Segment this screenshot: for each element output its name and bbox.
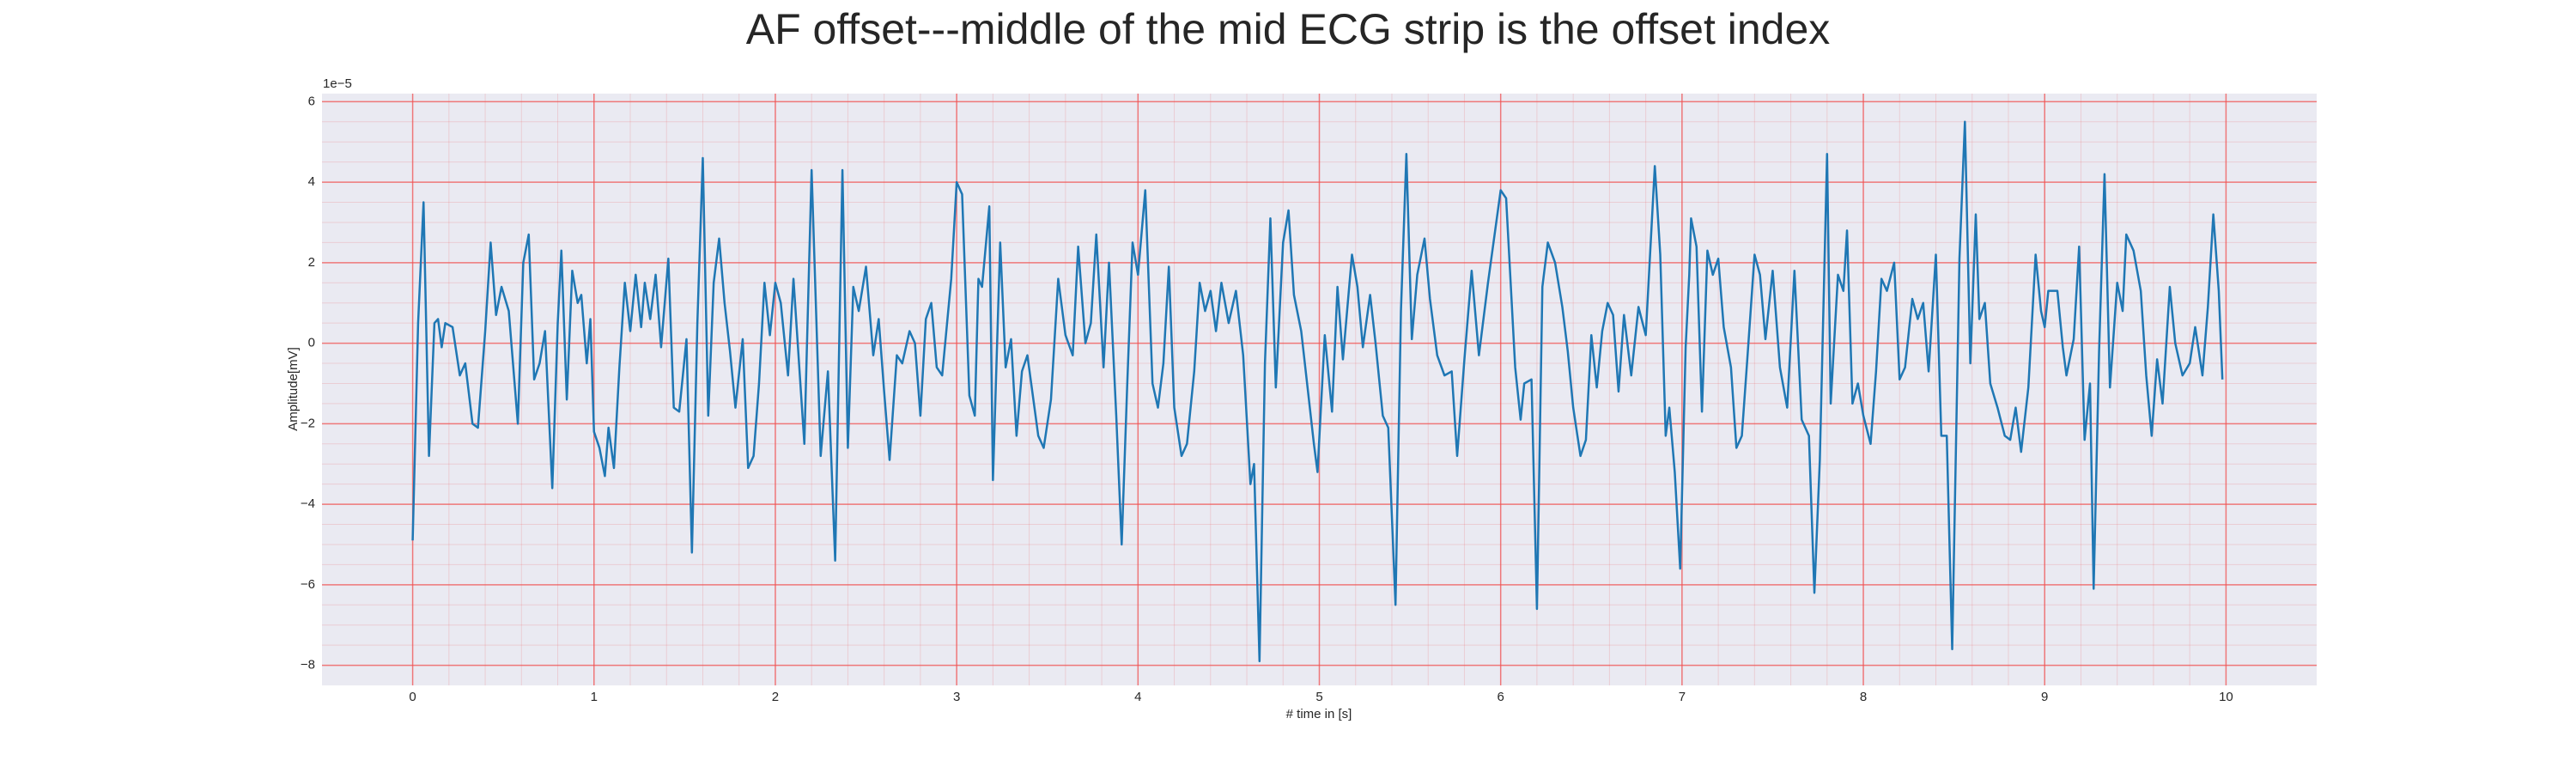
y-tick-label: −8 xyxy=(301,658,315,673)
x-axis-label: # time in [s] xyxy=(1286,707,1352,721)
y-offset-label: 1e−5 xyxy=(323,76,352,91)
x-tick-label: 7 xyxy=(1679,690,1686,704)
x-tick-label: 3 xyxy=(953,690,960,704)
y-tick-label: 0 xyxy=(308,336,315,350)
y-tick-label: −2 xyxy=(301,416,315,430)
x-tick-label: 4 xyxy=(1134,690,1141,704)
x-tick-label: 2 xyxy=(772,690,779,704)
chart-title: AF offset---middle of the mid ECG strip … xyxy=(746,5,1831,53)
ecg-line xyxy=(411,120,2224,663)
x-tick-label: 0 xyxy=(409,690,416,704)
y-tick-label: 4 xyxy=(308,174,315,189)
x-tick-label: 8 xyxy=(1860,690,1867,704)
x-tick-label: 9 xyxy=(2041,690,2048,704)
y-tick-label: −4 xyxy=(301,496,315,511)
x-tick-label: 5 xyxy=(1315,690,1322,704)
y-tick-label: 6 xyxy=(308,94,315,108)
y-axis-label: Amplitude[mV] xyxy=(286,347,301,431)
x-tick-label: 10 xyxy=(2219,690,2233,704)
y-tick-label: 2 xyxy=(308,255,315,270)
x-tick-label: 1 xyxy=(591,690,598,704)
x-tick-label: 6 xyxy=(1498,690,1504,704)
y-tick-label: −6 xyxy=(301,577,315,592)
